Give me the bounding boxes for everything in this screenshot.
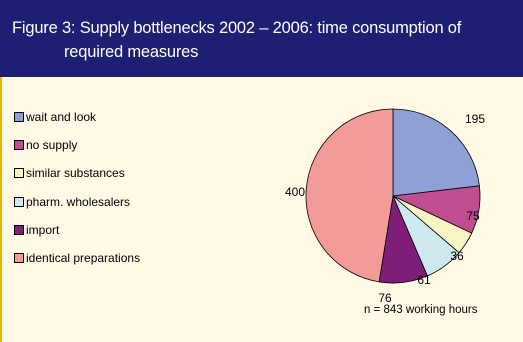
pie-value-labels: 195 75 36 61 76 400 xyxy=(285,112,485,305)
legend-swatch xyxy=(14,112,24,122)
pie-value-label: 195 xyxy=(465,112,485,126)
panel-left-rule xyxy=(0,77,2,342)
pie-value-label: 400 xyxy=(285,185,305,199)
pie-slice xyxy=(305,108,394,283)
pie-value-label: 75 xyxy=(466,209,480,223)
legend-label: similar substances xyxy=(26,166,125,180)
legend-swatch xyxy=(14,253,24,263)
pie-value-label: 61 xyxy=(417,273,431,287)
sample-size-note: n = 843 working hours xyxy=(364,304,478,316)
pie-slices xyxy=(305,108,481,284)
legend-label: identical preparations xyxy=(26,251,141,265)
legend-swatch xyxy=(14,225,24,235)
legend-label: no supply xyxy=(26,138,78,152)
figure-title-bar: Figure 3: Supply bottlenecks 2002 – 2006… xyxy=(0,0,523,77)
pie-slice xyxy=(392,108,480,197)
legend-label: wait and look xyxy=(26,110,97,124)
legend-swatch xyxy=(14,140,24,150)
legend-swatch xyxy=(14,197,24,207)
legend-label: import xyxy=(26,223,60,237)
pie-value-label: 36 xyxy=(450,249,464,263)
legend-label: pharm. wholesalers xyxy=(26,195,131,209)
legend-swatch xyxy=(14,168,24,178)
figure-title-line-2: required measures xyxy=(64,43,199,61)
figure-title-line-1: Figure 3: Supply bottlenecks 2002 – 2006… xyxy=(12,19,462,37)
pie-value-label: 76 xyxy=(378,291,392,305)
